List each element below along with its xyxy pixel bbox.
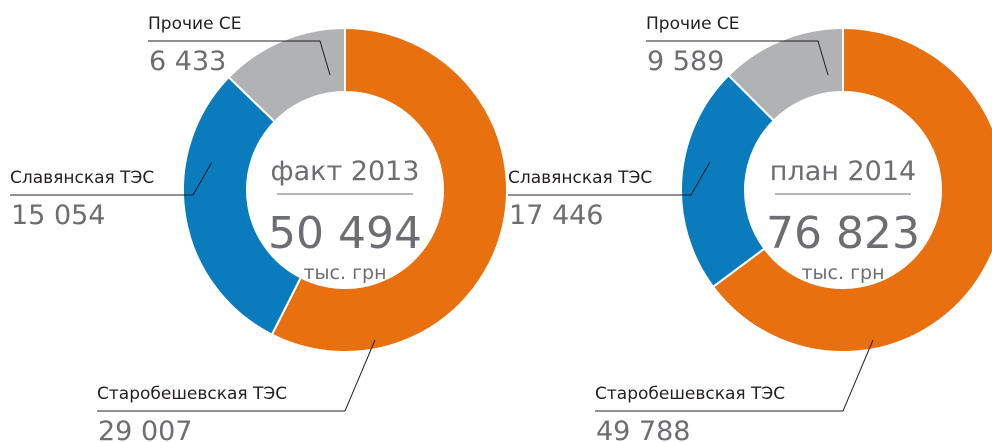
slice-label: Прочие СЕ <box>148 14 242 34</box>
leader-line <box>595 339 874 412</box>
donut-slice <box>182 75 303 336</box>
slice-label: Славянская ТЭС <box>508 168 652 188</box>
center-total: 76 823 <box>766 208 920 259</box>
donut <box>680 26 992 353</box>
donut-slice <box>711 26 992 353</box>
slice-value: 9 589 <box>647 46 724 77</box>
slice-value: 17 446 <box>509 200 603 231</box>
center-unit: тыс. грн <box>303 262 386 284</box>
slice-value: 49 788 <box>596 416 690 442</box>
slice-label: Прочие СЕ <box>646 14 740 34</box>
center-title: факт 2013 <box>271 156 420 187</box>
donut-slice <box>680 73 776 289</box>
center-unit: тыс. грн <box>801 262 884 284</box>
slice-label: Славянская ТЭС <box>10 168 154 188</box>
donut-slice <box>727 26 844 123</box>
slice-label: Старобешевская ТЭС <box>97 384 287 404</box>
leader-line <box>148 40 331 76</box>
donut-slice <box>270 26 508 353</box>
donut-slice <box>227 26 346 124</box>
slice-value: 29 007 <box>98 416 192 442</box>
center-total: 50 494 <box>268 208 422 259</box>
leader-line <box>97 339 376 412</box>
leader-line <box>508 161 711 196</box>
leader-line <box>646 40 829 76</box>
slice-value: 6 433 <box>149 46 226 77</box>
slice-label: Старобешевская ТЭС <box>595 384 785 404</box>
center-title: план 2014 <box>770 156 916 187</box>
slice-value: 15 054 <box>11 200 105 231</box>
leader-line <box>10 161 213 196</box>
donut <box>182 26 508 353</box>
